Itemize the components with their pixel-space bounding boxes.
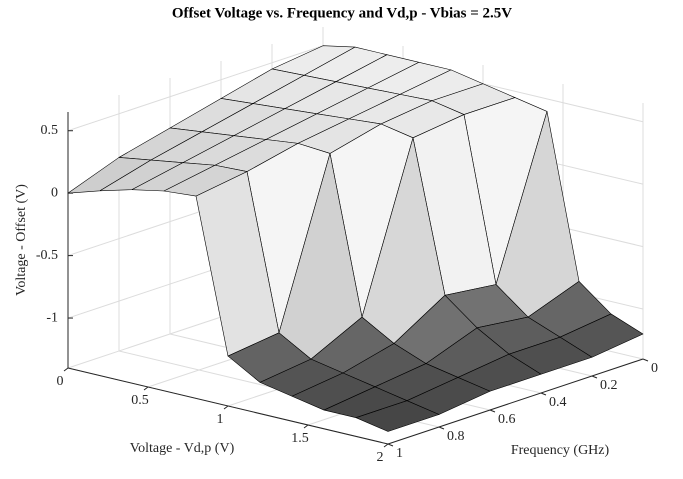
tick-mark [303, 424, 309, 429]
tick-mark [223, 405, 229, 410]
y-tick-label: 0.4 [549, 395, 567, 410]
tick-mark [387, 443, 394, 447]
y-tick-label: 0.2 [600, 378, 618, 393]
z-axis-label: Voltage - Offset (V) [14, 184, 29, 296]
tick-mark [383, 443, 389, 448]
z-tick-label: -1 [46, 310, 58, 325]
x-tick-label: 0.5 [131, 393, 149, 408]
chart-title: Offset Voltage vs. Frequency and Vd,p - … [172, 5, 512, 21]
tick-mark [642, 358, 649, 362]
tick-mark [143, 386, 149, 391]
x-tick-label: 0 [57, 374, 64, 389]
x-tick-label: 1.5 [291, 431, 309, 446]
tick-mark [438, 426, 445, 430]
tick-mark [489, 409, 496, 413]
z-tick-label: 0.5 [41, 123, 59, 138]
y-axis-label: Frequency (GHz) [511, 443, 610, 458]
x-axis-label: Voltage - Vd,p (V) [130, 441, 235, 456]
z-tick-label: 0 [51, 185, 58, 200]
tick-mark [540, 392, 547, 396]
x-tick-label: 1 [217, 412, 224, 427]
tick-mark [591, 375, 598, 379]
surface-patch [355, 400, 440, 432]
y-tick-label: 1 [396, 446, 403, 461]
grid-line [67, 45, 324, 132]
tick-mark [63, 367, 69, 372]
x-tick-label: 2 [377, 450, 384, 465]
z-tick-label: -0.5 [36, 248, 58, 263]
axis-line [387, 358, 644, 445]
y-tick-label: 0.6 [498, 412, 516, 427]
y-tick-label: 0 [651, 361, 658, 376]
y-tick-label: 0.8 [447, 429, 465, 444]
